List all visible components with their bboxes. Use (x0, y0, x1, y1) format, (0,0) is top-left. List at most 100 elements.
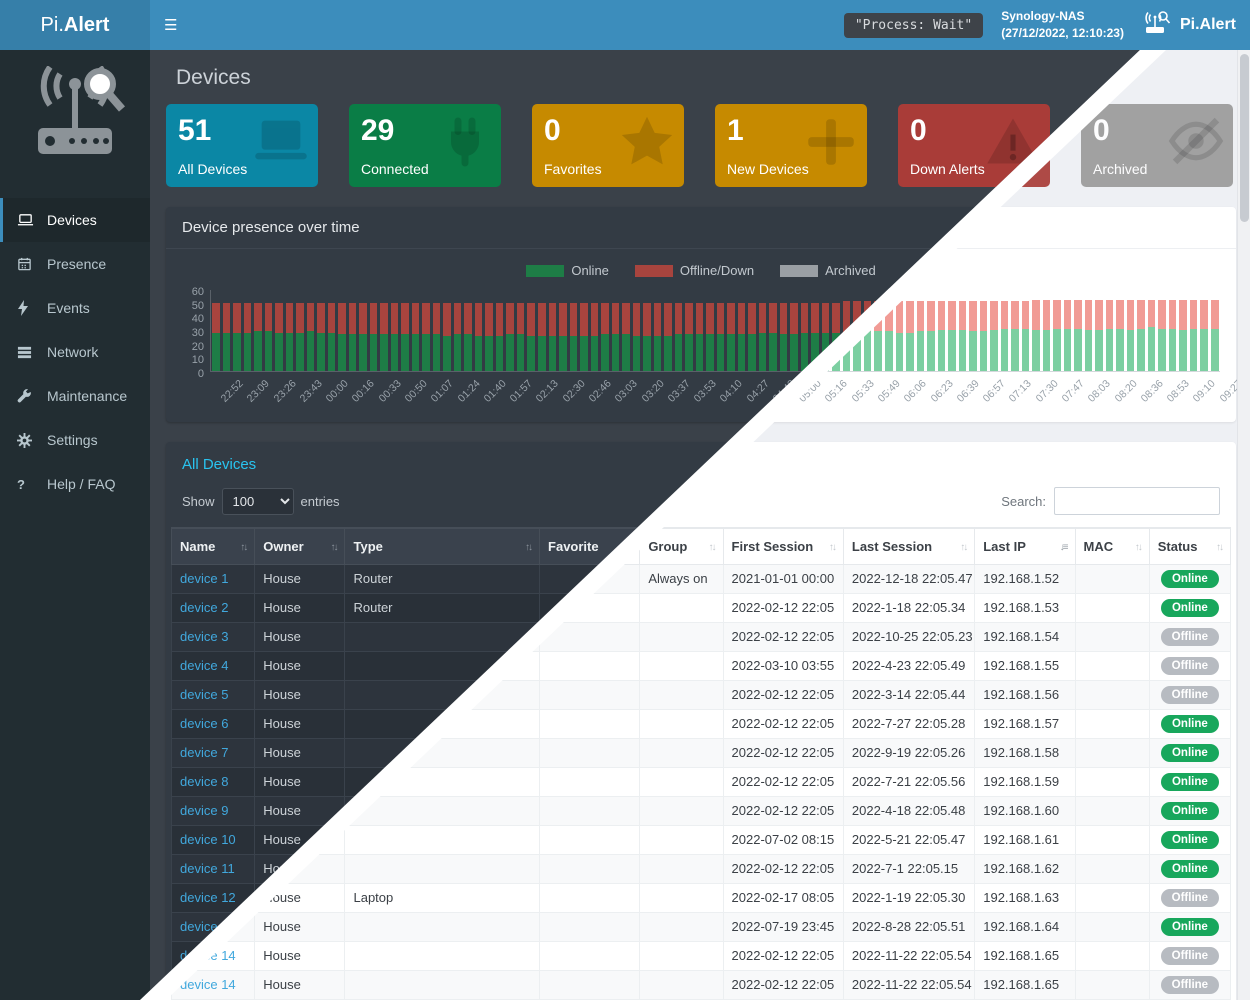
infobox-label: Connected (361, 161, 429, 177)
cell-favorite (539, 969, 641, 1000)
vertical-scrollbar[interactable] (1237, 50, 1250, 1000)
cell-first_session: 2022-02-12 22:05 (722, 708, 844, 739)
sidebar-item-network[interactable]: Network (0, 330, 150, 374)
infobox-connected[interactable]: 29 Connected (349, 104, 501, 187)
status-badge: Online (1160, 772, 1219, 791)
cell-mac (1074, 621, 1150, 652)
sidebar-item-presence[interactable]: Presence (0, 242, 150, 286)
cell-group (639, 882, 724, 913)
legend-online: Online (526, 263, 609, 278)
device-link[interactable]: device 3 (180, 629, 229, 644)
device-link[interactable]: device 2 (180, 600, 229, 615)
device-link[interactable]: device 14 (180, 977, 236, 992)
entries-label: entries (300, 493, 340, 509)
cell-name: device 4 (170, 650, 256, 681)
cell-favorite (539, 708, 641, 739)
chart-bar (1126, 299, 1135, 371)
cell-last_ip: 192.168.1.57 (974, 708, 1076, 739)
cell-mac (1074, 563, 1150, 594)
sidebar-item-devices[interactable]: Devices (0, 198, 150, 242)
top-navbar: Pi. Alert ☰ "Process: Wait" Synology-NAS … (0, 0, 1250, 50)
chart-bar (716, 302, 725, 371)
device-link[interactable]: device 10 (180, 832, 236, 847)
cell-owner: House (254, 679, 346, 710)
cell-type (344, 795, 541, 826)
cell-favorite (539, 853, 641, 884)
y-tick-label: 60 (191, 286, 204, 298)
cell-type (344, 853, 541, 884)
cell-group (639, 679, 724, 710)
laptop-icon (17, 212, 39, 228)
cell-last_session: 2022-12-18 22:05.47 (842, 563, 976, 594)
infobox-new-devices[interactable]: 1 New Devices (715, 104, 867, 187)
scrollbar-thumb[interactable] (1240, 54, 1249, 222)
sidebar-item-events[interactable]: Events (0, 286, 150, 330)
infobox-label: All Devices (178, 161, 248, 177)
device-link[interactable]: device 7 (180, 745, 229, 760)
column-header-mac[interactable]: MAC↑↓ (1074, 527, 1150, 565)
sidebar-item-settings[interactable]: Settings (0, 418, 150, 462)
cell-first_session: 2022-02-12 22:05 (722, 737, 844, 768)
column-header-first-session[interactable]: First Session↑↓ (722, 527, 844, 565)
infobox-all-devices[interactable]: 51 All Devices (166, 104, 318, 187)
cell-name: device 14 (170, 969, 256, 1000)
chart-bar (254, 302, 262, 371)
sidebar-toggle-icon[interactable]: ☰ (164, 17, 178, 34)
cell-group (639, 621, 724, 652)
device-link[interactable]: device 12 (180, 890, 236, 905)
chart-bar (222, 302, 231, 371)
cell-last_session: 2022-1-18 22:05.34 (842, 592, 976, 623)
column-header-last-ip[interactable]: Last IP↓≡ (974, 527, 1076, 565)
cell-mac (1074, 824, 1150, 855)
device-link[interactable]: device 9 (180, 803, 229, 818)
host-info: Synology-NAS (27/12/2022, 12:10:23) (1001, 8, 1124, 43)
column-header-status[interactable]: Status↑↓ (1148, 527, 1232, 565)
chart-bar (1095, 299, 1103, 371)
cell-status: Offline (1148, 969, 1232, 1000)
page-size-select[interactable]: 100 (221, 487, 294, 515)
infobox-archived[interactable]: 0 Archived (1081, 104, 1233, 187)
column-header-owner[interactable]: Owner↑↓ (254, 527, 346, 565)
chart-bar (443, 302, 451, 371)
device-link[interactable]: device 6 (180, 716, 229, 731)
status-badge: Online (1160, 830, 1219, 849)
cell-group (639, 853, 724, 884)
sort-active-icon: ↓≡ (1059, 541, 1069, 553)
chart-bar (664, 302, 672, 371)
device-link[interactable]: device 4 (180, 658, 229, 673)
cell-type (344, 824, 541, 855)
status-badge: Offline (1160, 888, 1219, 907)
sidebar-item-maintenance[interactable]: Maintenance (0, 374, 150, 418)
column-header-last-session[interactable]: Last Session↑↓ (842, 527, 976, 565)
cell-owner: House (254, 882, 346, 913)
navbar-app-label: Pi.Alert (1179, 16, 1236, 33)
brand-logo[interactable]: Pi. Alert (0, 0, 150, 50)
sidebar-item-help[interactable]: ? Help / FAQ (0, 462, 150, 506)
search-input[interactable] (1054, 487, 1220, 515)
column-header-group[interactable]: Group↑↓ (639, 527, 724, 565)
cell-last_ip: 192.168.1.56 (974, 679, 1076, 710)
chart-bar (401, 302, 409, 371)
device-link[interactable]: device 8 (180, 774, 229, 789)
column-header-name[interactable]: Name↑↓ (170, 527, 256, 565)
navbar-right: "Process: Wait" Synology-NAS (27/12/2022… (843, 8, 1250, 43)
cell-last_session: 2022-11-22 22:05.54 (842, 969, 976, 1000)
cell-name: device 8 (170, 766, 256, 797)
device-link[interactable]: device 11 (180, 861, 235, 876)
infobox-label: Favorites (544, 161, 602, 177)
status-badge: Offline (1160, 946, 1219, 965)
chart-bar (1147, 300, 1156, 371)
infobox-favorites[interactable]: 0 Favorites (532, 104, 684, 187)
chart-bar (695, 302, 704, 371)
chart-bar (1000, 301, 1009, 371)
device-link[interactable]: device 1 (180, 571, 229, 586)
infobox-value: 29 (361, 114, 395, 147)
device-link[interactable]: device 5 (180, 687, 229, 702)
cell-last_session: 2022-1-19 22:05.30 (842, 882, 976, 913)
column-header-type[interactable]: Type↑↓ (344, 527, 541, 565)
y-tick-label: 20 (191, 340, 204, 353)
pialert-logo (0, 50, 150, 176)
chart-bar (1105, 299, 1114, 371)
